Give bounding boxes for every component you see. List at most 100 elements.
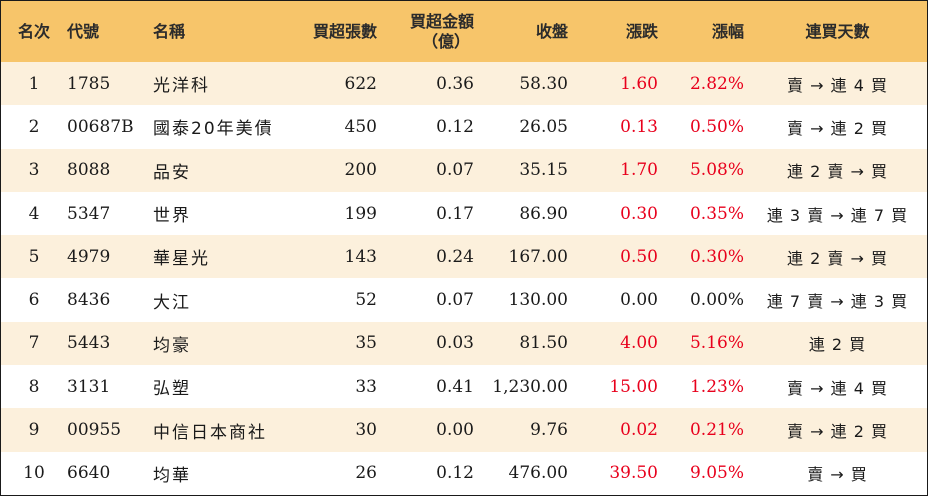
change-cell: 15.00 <box>609 376 658 397</box>
name-cell: 均豪 <box>153 335 191 356</box>
name-cell: 品安 <box>153 162 191 183</box>
net-lots-cell: 35 <box>355 333 377 354</box>
header-net-lots: 買超張數 <box>312 21 377 41</box>
net-lots-cell: 52 <box>355 290 377 311</box>
close-cell: 86.90 <box>519 203 568 224</box>
rank-cell: 9 <box>28 420 40 441</box>
streak-cell: 連 2 買 <box>808 335 867 355</box>
close-cell: 1,230.00 <box>492 376 568 397</box>
close-cell: 35.15 <box>519 160 568 181</box>
change-cell: 1.70 <box>620 160 658 181</box>
net-lots-cell: 622 <box>344 73 377 94</box>
code-cell: 4979 <box>67 246 111 267</box>
code-cell: 00955 <box>67 420 122 441</box>
net-lots-cell: 30 <box>355 420 377 441</box>
pct-cell: 2.82% <box>689 73 744 94</box>
table-row: 3 8088 品安 200 0.07 35.15 1.70 5.08% 連 2 賣 → 買 <box>1 148 927 192</box>
net-lots-cell: 26 <box>355 463 377 484</box>
net-amount-cell: 0.36 <box>436 73 474 94</box>
change-cell: 1.60 <box>620 73 658 94</box>
pct-cell: 0.35% <box>689 203 744 224</box>
table-row: 7 5443 均豪 35 0.03 81.50 4.00 5.16% 連 2 買 <box>1 321 927 366</box>
code-cell: 8088 <box>67 160 111 181</box>
rank-cell: 6 <box>28 290 40 311</box>
net-amount-cell: 0.03 <box>436 333 474 354</box>
net-amount-cell: 0.07 <box>436 160 474 181</box>
table-row: 8 3131 弘塑 33 0.41 1,230.00 15.00 1.23% 賣 → 連 4 買 <box>1 365 927 409</box>
header-code: 代號 <box>67 21 100 41</box>
header-row: 名次 代號 名稱 買超張數 買超金額 （億） 收盤 漲跌 漲幅 連買天數 <box>1 1 927 62</box>
pct-cell: 0.00% <box>689 290 744 311</box>
net-amount-cell: 0.07 <box>436 290 474 311</box>
net-amount-cell: 0.12 <box>436 463 474 484</box>
change-cell: 0.50 <box>620 246 658 267</box>
name-cell: 國泰20年美債 <box>153 119 274 140</box>
streak-cell: 賣 → 買 <box>807 465 868 485</box>
streak-cell: 連 2 賣 → 買 <box>787 248 888 268</box>
close-cell: 130.00 <box>508 290 568 311</box>
net-amount-cell: 0.17 <box>436 203 474 224</box>
pct-cell: 9.05% <box>689 463 744 484</box>
table-row: 4 5347 世界 199 0.17 86.90 0.30 0.35% 連 3 賣 → 連 7 … <box>1 191 927 236</box>
code-cell: 8436 <box>67 290 111 311</box>
header-net-amount-line1: 買超金額 <box>409 11 474 31</box>
streak-cell: 連 2 賣 → 買 <box>787 162 888 182</box>
rank-cell: 4 <box>28 203 40 224</box>
table-row: 1 1785 光洋科 622 0.36 58.30 1.60 2.82% 賣 → 連 4 買 <box>1 62 927 106</box>
streak-cell: 賣 → 連 4 買 <box>787 378 888 398</box>
name-cell: 光洋科 <box>153 76 210 97</box>
header-close: 收盤 <box>535 21 568 41</box>
change-cell: 0.30 <box>620 203 658 224</box>
header-pct: 漲幅 <box>711 21 744 41</box>
streak-cell: 賣 → 連 4 買 <box>787 75 888 95</box>
rank-cell: 5 <box>28 246 40 267</box>
streak-cell: 賣 → 連 2 買 <box>787 422 888 442</box>
name-cell: 世界 <box>153 206 191 227</box>
table-row: 2 00687B 國泰20年美債 450 0.12 26.05 0.13 0.50% 賣 → 連… <box>1 105 927 149</box>
rank-cell: 8 <box>28 376 40 397</box>
close-cell: 167.00 <box>508 246 568 267</box>
rank-cell: 10 <box>23 463 45 484</box>
name-cell: 大江 <box>153 292 191 313</box>
net-lots-cell: 200 <box>344 160 377 181</box>
header-streak: 連買天數 <box>805 21 870 41</box>
close-cell: 9.76 <box>530 420 568 441</box>
change-cell: 0.13 <box>620 116 658 137</box>
header-net-amount: 買超金額 （億） <box>377 1 478 62</box>
net-lots-cell: 450 <box>344 116 377 137</box>
net-lots-cell: 33 <box>355 376 377 397</box>
rank-cell: 7 <box>28 333 40 354</box>
code-cell: 1785 <box>67 73 111 94</box>
pct-cell: 0.21% <box>689 420 744 441</box>
close-cell: 58.30 <box>519 73 568 94</box>
name-cell: 弘塑 <box>153 379 191 400</box>
name-cell: 均華 <box>153 465 191 486</box>
pct-cell: 0.30% <box>689 246 744 267</box>
change-cell: 0.00 <box>620 290 658 311</box>
name-cell: 中信日本商社 <box>153 422 267 443</box>
net-amount-cell: 0.00 <box>436 420 474 441</box>
streak-cell: 連 3 賣 → 連 7 買 <box>766 205 909 225</box>
net-lots-cell: 143 <box>344 246 377 267</box>
header-name: 名稱 <box>153 21 186 41</box>
rank-cell: 1 <box>28 73 40 94</box>
header-net-amount-line2: （億） <box>421 31 470 51</box>
pct-cell: 0.50% <box>689 116 744 137</box>
rank-cell: 3 <box>28 160 40 181</box>
change-cell: 39.50 <box>609 463 658 484</box>
table-row: 9 00955 中信日本商社 30 0.00 9.76 0.02 0.21% 賣 → 連 2 買 <box>1 408 927 452</box>
code-cell: 3131 <box>67 376 111 397</box>
table-row: 5 4979 華星光 143 0.24 167.00 0.50 0.30% 連 2 賣 → 買 <box>1 235 927 279</box>
table-row: 10 6640 均華 26 0.12 476.00 39.50 9.05% 賣 → 買 <box>1 451 927 495</box>
close-cell: 476.00 <box>508 463 568 484</box>
streak-cell: 賣 → 連 2 買 <box>787 118 888 138</box>
pct-cell: 1.23% <box>689 376 744 397</box>
pct-cell: 5.16% <box>689 333 744 354</box>
close-cell: 26.05 <box>519 116 568 137</box>
rank-cell: 2 <box>28 116 40 137</box>
table-row: 6 8436 大江 52 0.07 130.00 0.00 0.00% 連 7 賣 → 連 3 … <box>1 278 927 322</box>
code-cell: 00687B <box>67 116 134 137</box>
code-cell: 6640 <box>67 463 111 484</box>
